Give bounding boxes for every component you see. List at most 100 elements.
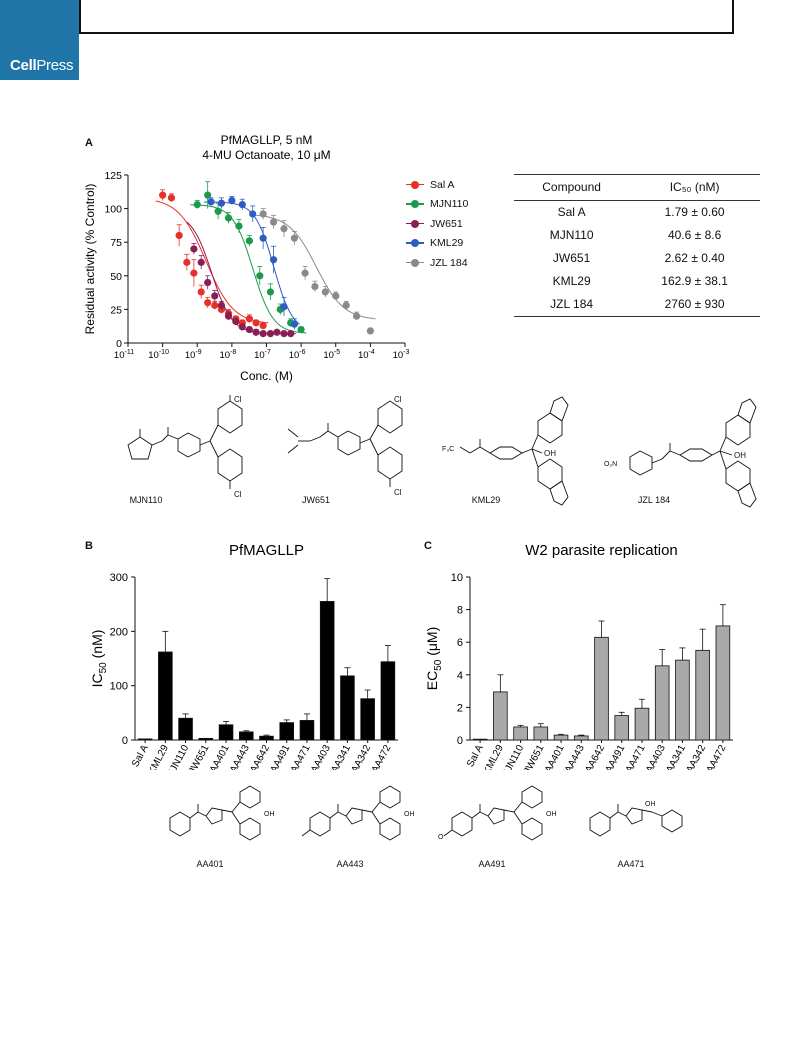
table-header-compound: Compound <box>514 174 630 201</box>
dose-response-legend: Sal A MJN110 JW651 KML29 JZL 184 <box>406 175 468 273</box>
data-point <box>224 214 233 222</box>
table-cell: JW651 <box>552 251 591 265</box>
table-row: JZL 184 2760 ± 930 <box>514 293 760 317</box>
data-point <box>214 207 222 215</box>
data-point <box>269 256 278 264</box>
data-point <box>280 303 288 311</box>
table-row: JW651 2.62 ± 0.40 <box>514 247 760 270</box>
data-point <box>232 317 240 326</box>
x-tick-label: AA471 <box>624 743 648 770</box>
structure-label-kml29: KML29 <box>471 495 501 505</box>
y-tick-label: 2 <box>457 702 463 714</box>
data-point <box>217 301 226 309</box>
atom-label-oh: OH <box>734 451 746 460</box>
data-point <box>245 315 253 323</box>
x-tick-label: AA443 <box>228 743 252 770</box>
atom-label-cf3: F₃C <box>442 446 454 453</box>
chemical-structures-bottom: OH OH OH OH O <box>169 785 683 841</box>
legend-swatch <box>406 180 424 190</box>
x-tick-label: AA642 <box>248 743 272 770</box>
table-cell: Sal A <box>557 205 586 219</box>
atom-label-oh: OH <box>645 801 656 808</box>
x-tick-label: AA491 <box>604 743 628 770</box>
chart-title: W2 parasite replication <box>525 542 678 559</box>
table-cell: 2.62 ± 0.40 <box>664 251 725 265</box>
data-point <box>190 245 198 253</box>
bar <box>218 724 234 741</box>
legend-label: KML29 <box>430 237 464 250</box>
bar <box>553 734 569 741</box>
y-tick-label: 75 <box>110 237 122 249</box>
data-point <box>290 320 299 328</box>
y-tick-label: 25 <box>110 304 122 316</box>
table-cell: 40.6 ± 8.6 <box>667 228 722 242</box>
chemical-structures-top: Cl Cl Cl Cl OH F₃C <box>127 395 757 508</box>
x-tick-label: 10-11 <box>114 349 134 361</box>
panel-label-a: A <box>85 137 93 149</box>
structure-label-aa401: AA401 <box>196 859 224 869</box>
table-row: MJN110 40.6 ± 8.6 <box>514 224 760 247</box>
bar <box>158 651 173 741</box>
y-tick-label: 10 <box>451 572 463 584</box>
y-tick-label: 100 <box>104 204 122 216</box>
data-point <box>252 328 260 336</box>
legend-label: Sal A <box>430 178 455 191</box>
structure-label-jzl184: JZL 184 <box>637 495 671 505</box>
structure-aa443 <box>301 785 401 841</box>
bar <box>319 601 335 741</box>
legend-swatch <box>406 219 424 229</box>
y-tick-label: 6 <box>457 637 463 649</box>
legend-item: JZL 184 <box>406 253 468 273</box>
atom-label-oh: OH <box>404 811 415 818</box>
x-tick-label: Sal A <box>465 743 486 769</box>
legend-swatch <box>406 199 424 209</box>
cellpress-logo: CellPress <box>0 0 79 80</box>
structure-label-aa443: AA443 <box>336 859 364 869</box>
data-point <box>352 312 361 320</box>
legend-item: KML29 <box>406 234 468 254</box>
bar <box>654 665 670 741</box>
data-point <box>197 258 205 266</box>
y-tick-label: 8 <box>457 605 463 617</box>
table-cell: 1.79 ± 0.60 <box>664 205 725 219</box>
x-tick-label: 10-8 <box>219 349 236 361</box>
x-tick-label: 10-7 <box>254 349 271 361</box>
x-tick-label: 10-5 <box>323 349 340 361</box>
bar <box>238 731 254 741</box>
structure-kml29 <box>459 396 569 506</box>
panel-label-c: C <box>424 540 432 552</box>
ic50-bar-chart: PfMAGLLP 0 100 200 300 IC50 (nM) Sal AKML29MJN… <box>89 542 398 770</box>
x-tick-label: 10-9 <box>185 349 202 361</box>
bar <box>360 698 375 741</box>
data-point <box>175 231 183 240</box>
data-point <box>269 218 278 226</box>
data-point <box>228 196 236 205</box>
data-point <box>266 288 275 296</box>
y-axis-label: EC50 (μM) <box>424 627 444 691</box>
bar <box>493 691 508 741</box>
atom-label-o: O <box>438 834 444 841</box>
data-point <box>332 292 340 300</box>
x-tick-label: KML29 <box>146 743 171 770</box>
legend-item: MJN110 <box>406 195 468 215</box>
data-point <box>311 282 319 291</box>
data-point <box>249 210 257 218</box>
x-tick-label: AA342 <box>684 743 708 770</box>
atom-label-cl: Cl <box>394 395 402 404</box>
data-point <box>167 194 176 202</box>
y-tick-label: 0 <box>122 735 128 747</box>
bar <box>513 726 528 741</box>
data-point <box>211 292 219 300</box>
ic50-table: Compound IC₅₀ (nM) Sal A 1.79 ± 0.60 MJN1… <box>514 174 760 317</box>
bar <box>594 636 609 741</box>
y-tick-label: 0 <box>457 735 463 747</box>
structure-jzl184 <box>629 398 757 508</box>
data-point <box>245 325 253 334</box>
bar <box>137 738 153 741</box>
table-cell: JZL 184 <box>514 293 630 317</box>
data-point <box>273 328 281 336</box>
x-tick-label: AA403 <box>644 743 668 770</box>
panel-label-b: B <box>85 540 93 552</box>
y-axis-label: Residual activity (% Control) <box>83 184 97 335</box>
data-point <box>183 258 191 266</box>
